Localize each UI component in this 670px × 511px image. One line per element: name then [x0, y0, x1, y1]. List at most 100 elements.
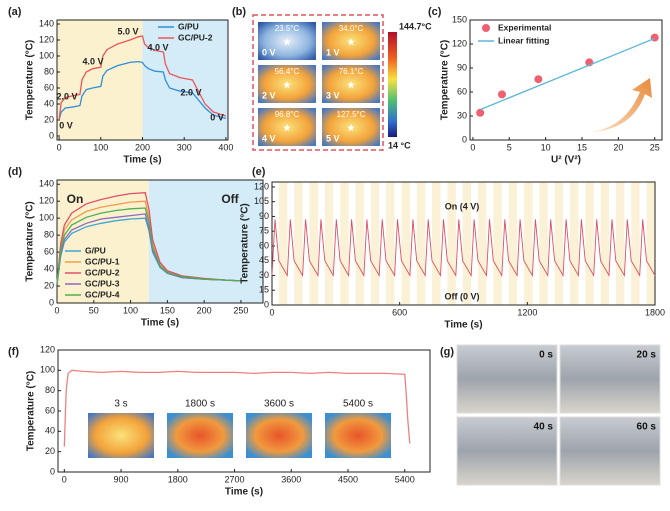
x-tick-label: 600 [392, 307, 407, 317]
y-tick-label: 60 [457, 86, 467, 96]
panel-label: (a) [8, 6, 22, 18]
arrow-icon [590, 78, 652, 132]
y-tick-label: 40 [44, 98, 54, 108]
star-icon [347, 124, 355, 132]
y-tick-label: 120 [40, 344, 55, 354]
x-tick-label: 0 [57, 142, 62, 152]
y-tick-label: 0 [264, 299, 269, 309]
legend-label: GC/PU-4 [85, 289, 120, 299]
legend-label: G/PU [85, 245, 106, 255]
cycle-band [615, 182, 625, 305]
panel-label: (g) [440, 346, 454, 358]
y-axis-label: Temperature (°C) [440, 40, 451, 121]
legend-label: GC/PU-2 [178, 32, 213, 42]
x-tick-label: 900 [114, 474, 129, 484]
annotation: 2.0 V [180, 87, 201, 97]
y-tick-label: 90 [457, 62, 467, 72]
y-tick-label: 20 [44, 280, 54, 290]
annotation: Off [221, 192, 239, 206]
x-tick-label: 50 [89, 305, 99, 315]
data-point [534, 75, 543, 84]
x-tick-label: 10 [541, 142, 551, 152]
y-tick-label: 120 [254, 181, 269, 191]
y-axis-label: Temperature (°C) [25, 40, 36, 121]
cycle-band [585, 182, 594, 305]
plot-frame [56, 179, 264, 304]
y-tick-label: 140 [39, 179, 54, 189]
y-tick-label: 80 [44, 230, 54, 240]
cycle-band [432, 182, 441, 305]
y-tick-label: 120 [452, 38, 467, 48]
data-line [56, 192, 241, 285]
inset-image [246, 413, 312, 458]
cycle-band [340, 182, 349, 305]
plot-frame [469, 19, 663, 141]
cycle-band [462, 182, 472, 305]
cycle-band [278, 182, 288, 305]
temperature-label: 127.5°C [337, 110, 366, 119]
temperature-label: 56.4°C [275, 67, 300, 76]
cycle-band [386, 182, 395, 305]
annotation: On (4 V) [445, 201, 480, 211]
x-tick-label: 1200 [517, 307, 537, 317]
x-tick-label: 20 [613, 142, 623, 152]
data-line [58, 35, 227, 121]
legend-label: G/PU [178, 21, 199, 31]
y-tick-label: 30 [457, 110, 467, 120]
off-region [148, 180, 263, 303]
y-tick-label: 0 [49, 130, 54, 140]
star-icon [283, 81, 291, 89]
cycle-band [401, 182, 410, 305]
x-tick-label: 150 [160, 305, 175, 315]
legend-label: Experimental [498, 22, 551, 32]
x-axis-label: U² (V²) [551, 155, 581, 166]
data-line [58, 60, 227, 121]
y-tick-label: 100 [40, 365, 55, 375]
y-tick-label: 120 [39, 34, 54, 44]
data-line [271, 219, 656, 278]
y-tick-label: 15 [259, 285, 269, 295]
y-tick-label: 60 [45, 405, 55, 415]
y-tick-label: 30 [259, 270, 269, 280]
voltage-label: 3 V [326, 90, 340, 100]
off-region [142, 20, 228, 140]
y-tick-label: 0 [462, 134, 467, 144]
cycle-band [309, 182, 318, 305]
y-axis-label: Temperature (°C) [25, 201, 36, 282]
photo-label: 40 s [534, 422, 554, 433]
temperature-label: 34.0°C [339, 24, 364, 33]
cycle-band [600, 182, 610, 305]
y-axis-label: Temperature (°C) [26, 371, 37, 452]
colorbar-max: 144.7°C [399, 21, 432, 31]
cycle-band [447, 182, 456, 305]
photo-label: 0 s [539, 350, 553, 361]
y-tick-label: 100 [39, 50, 54, 60]
y-tick-label: 150 [452, 14, 467, 24]
star-icon [347, 38, 355, 46]
plot-frame [271, 181, 656, 306]
cycle-band [508, 182, 518, 305]
x-axis-label: Time (s) [225, 487, 263, 498]
temperature-label: 23.5°C [275, 24, 300, 33]
cycle-band [554, 182, 564, 305]
annotation: 4.0 V [82, 56, 103, 66]
x-tick-label: 1800 [168, 474, 188, 484]
x-tick-label: 400 [218, 142, 233, 152]
cycle-band [416, 182, 426, 305]
x-tick-label: 100 [123, 305, 138, 315]
y-tick-label: 45 [259, 255, 269, 265]
cycle-band [539, 182, 548, 305]
x-tick-label: 0 [62, 474, 67, 484]
cycle-band [324, 182, 334, 305]
cycle-band [631, 182, 640, 305]
y-tick-label: 20 [45, 446, 55, 456]
data-line [56, 207, 241, 285]
legend-marker [482, 24, 490, 32]
legend-label: GC/PU-3 [85, 278, 120, 288]
thermal-frame [252, 14, 384, 151]
legend-label: Linear fitting [498, 35, 549, 45]
x-axis-label: Time (s) [123, 155, 161, 166]
cycle-band [478, 182, 487, 305]
legend-label: GC/PU-1 [85, 256, 120, 266]
data-point [650, 33, 659, 42]
